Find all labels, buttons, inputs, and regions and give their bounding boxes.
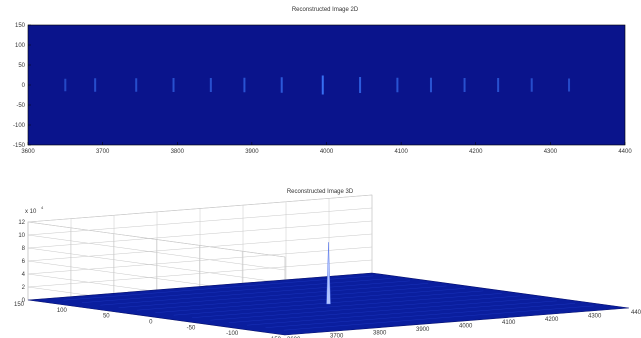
x-tick-label: 4300 [544, 149, 558, 155]
feature-12 [497, 78, 500, 92]
x-tick-label: 4400 [618, 149, 632, 155]
y-tick-label: 50 [103, 314, 110, 320]
feature-1 [94, 78, 97, 92]
surface-ripple [228, 298, 539, 323]
surface-ripple [265, 303, 576, 328]
surface-ripple [283, 305, 594, 331]
z-tick-label: 6 [22, 259, 26, 265]
x-tick-label: 3900 [245, 149, 259, 155]
feature-8 [359, 77, 362, 93]
z-multiplier: x 10 [25, 209, 37, 215]
surface-ripple [100, 280, 410, 306]
feature-14 [568, 78, 571, 92]
plot-3d-z-ticks: 0 2 4 6 8 10 12 [18, 220, 25, 304]
feature-0 [64, 78, 67, 92]
surface-ripple [210, 295, 521, 321]
y-tick-label: -50 [16, 103, 25, 109]
y-tick-label: -100 [226, 331, 239, 337]
z-tick-label: 4 [22, 272, 26, 278]
x-tick-label: 4000 [459, 324, 473, 330]
x-tick-label: 3700 [330, 334, 344, 338]
y-tick-label: -50 [187, 325, 196, 331]
feature-11 [463, 78, 466, 92]
z-multiplier-label: x 10 4 [25, 205, 44, 215]
surface-ripple [136, 285, 447, 311]
y-tick-label: 0 [22, 83, 26, 89]
y-tick-label: -100 [13, 123, 26, 129]
z-exponent: 4 [41, 205, 44, 210]
y-tick-label: 50 [18, 63, 25, 69]
z-tick-label: 0 [22, 298, 26, 304]
feature-4 [209, 78, 212, 92]
feature-5 [243, 77, 246, 93]
surface-ripple [155, 288, 465, 313]
x-tick-label: 3700 [96, 149, 110, 155]
surface-ripple [63, 275, 374, 301]
x-tick-label: 4300 [588, 313, 602, 319]
plot-2d: Reconstructed Image 2D 3600 3700 3800 3900 4… [13, 7, 632, 155]
feature-10 [429, 77, 432, 93]
plot-2d-x-ticks: 3600 3700 3800 3900 4000 4100 4200 4300 4400 [21, 142, 632, 155]
surface-ripple [192, 293, 502, 318]
feature-6 [280, 77, 283, 93]
plot-2d-features [64, 75, 571, 95]
x-tick-label: 3800 [171, 149, 185, 155]
z-tick-label: 8 [22, 246, 26, 252]
x-tick-label: 3800 [373, 330, 387, 336]
x-tick-label: 3900 [416, 327, 430, 333]
feature-9 [396, 77, 399, 93]
plot-2d-title: Reconstructed Image 2D [292, 7, 359, 13]
y-tick-label: 150 [15, 23, 26, 29]
feature-2 [135, 78, 138, 92]
y-tick-label: 0 [149, 320, 153, 326]
z-tick-label: 2 [22, 285, 26, 291]
feature-7 [321, 75, 324, 95]
z-tick-label: 10 [18, 233, 25, 239]
x-tick-label: 4400 [631, 310, 641, 316]
plot-3d: Reconstructed Image 3D x 10 4 024681012 … [14, 189, 641, 338]
surface-ripple [118, 283, 429, 308]
x-tick-label: 4100 [502, 320, 516, 326]
x-tick-label: 4200 [469, 149, 483, 155]
y-tick-label: 100 [15, 43, 26, 49]
x-tick-label: 4000 [320, 149, 334, 155]
surface-ripple [247, 300, 557, 326]
z-tick-label: 12 [18, 220, 25, 226]
y-tick-label: -150 [13, 143, 26, 149]
x-tick-label: 4200 [545, 317, 559, 323]
x-tick-label: 4100 [394, 149, 408, 155]
plot-3d-title: Reconstructed Image 3D [287, 189, 354, 195]
plot-2d-y-ticks: 150 100 50 0 -50 -100 -150 [13, 23, 31, 149]
feature-13 [530, 78, 533, 92]
x-tick-label: 3600 [21, 149, 35, 155]
surface-peak [326, 242, 331, 305]
surface-ripple [81, 278, 392, 303]
y-tick-label: 100 [57, 308, 68, 314]
feature-3 [172, 78, 175, 92]
plot-2d-area [27, 24, 626, 146]
y-tick-label: 150 [14, 302, 25, 308]
plot-3d-surface [27, 242, 630, 336]
